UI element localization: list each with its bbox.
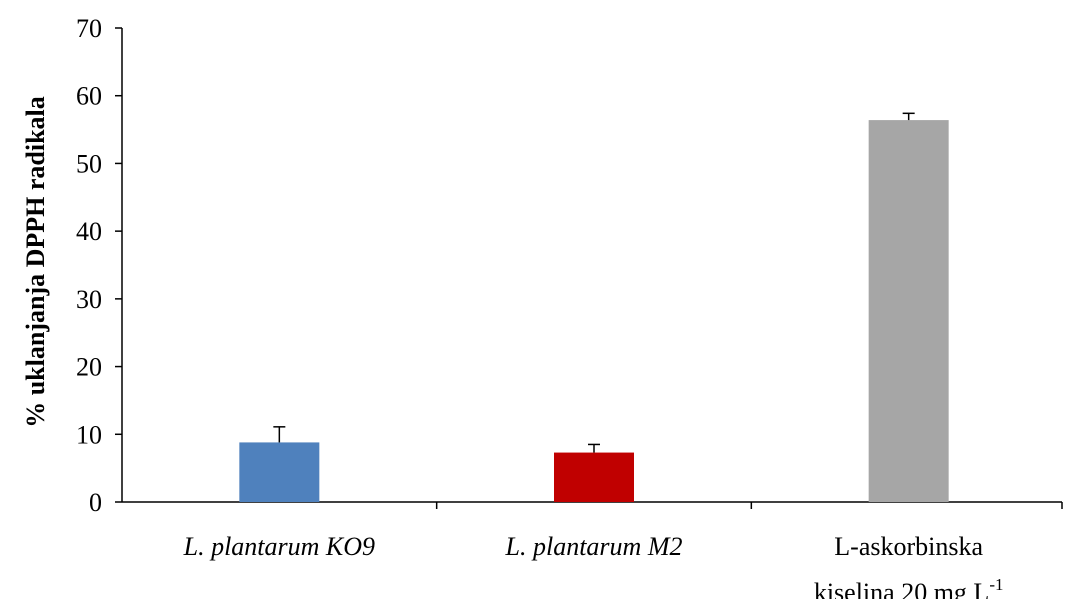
y-tick-label: 70: [76, 14, 102, 43]
x-category-label: L. plantarum KO9: [183, 532, 375, 561]
bar: [868, 120, 949, 502]
y-axis-label: % uklanjanja DPPH radikala: [21, 96, 50, 428]
x-category-label: kiselina 20 mg L-1: [814, 575, 1004, 599]
bar: [554, 452, 634, 502]
y-tick-label: 40: [76, 217, 102, 246]
y-tick-label: 50: [76, 149, 102, 178]
y-tick-label: 10: [76, 420, 102, 449]
x-category-label: L. plantarum M2: [505, 532, 683, 561]
bar: [239, 442, 320, 502]
y-tick-label: 60: [76, 82, 102, 111]
x-category-label: L-askorbinska: [834, 532, 983, 561]
y-tick-label: 30: [76, 285, 102, 314]
y-tick-label: 20: [76, 353, 102, 382]
y-tick-label: 0: [89, 488, 102, 517]
x-category-superscript: -1: [989, 575, 1003, 594]
